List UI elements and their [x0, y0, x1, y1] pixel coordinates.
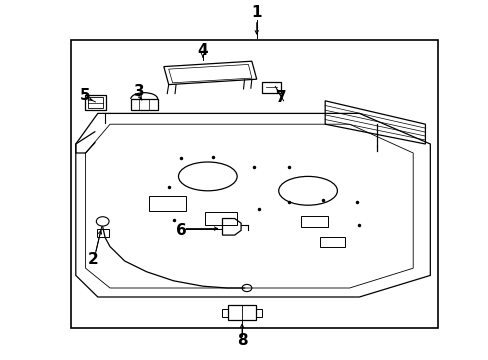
- Text: 6: 6: [175, 223, 186, 238]
- Text: 1: 1: [251, 5, 262, 20]
- Text: 7: 7: [275, 90, 286, 105]
- Text: 4: 4: [197, 43, 208, 58]
- Bar: [205, 212, 237, 225]
- Bar: [261, 82, 281, 93]
- Bar: [85, 95, 105, 110]
- Bar: [97, 229, 108, 237]
- Bar: [228, 305, 255, 320]
- Bar: [255, 309, 261, 317]
- Text: 3: 3: [134, 84, 144, 99]
- Bar: [88, 97, 102, 108]
- Bar: [300, 216, 327, 227]
- Bar: [222, 309, 228, 317]
- Bar: [130, 99, 157, 110]
- Text: 5: 5: [80, 88, 91, 103]
- Bar: [71, 40, 437, 328]
- Bar: [149, 196, 185, 211]
- Text: 8: 8: [236, 333, 247, 348]
- Bar: [320, 237, 344, 247]
- Text: 2: 2: [87, 252, 98, 267]
